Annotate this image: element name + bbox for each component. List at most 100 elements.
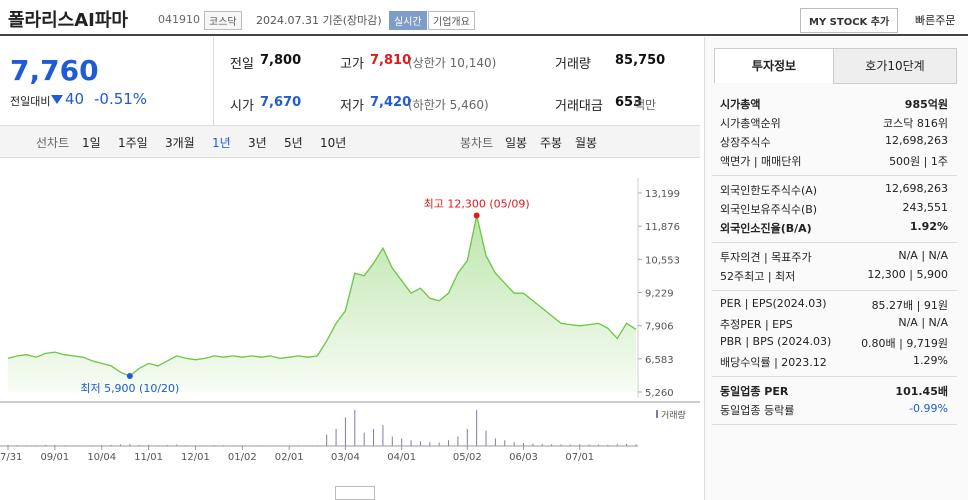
info-label: 52주최고 | 최저 <box>720 270 796 283</box>
info-label: 외국인소진율(B/A) <box>720 222 812 235</box>
x-tick-label: 12/01 <box>181 452 210 463</box>
info-label: PBR | BPS (2024.03) <box>720 335 832 348</box>
extreme-marker <box>126 372 133 379</box>
quote-value: 7,800 <box>260 53 302 68</box>
info-panel <box>704 37 968 500</box>
info-divider <box>712 290 957 291</box>
period-tab[interactable]: 1주일 <box>118 136 148 150</box>
info-value: 12,300 | 5,900 <box>867 268 948 281</box>
quote-label: 저가 <box>340 99 364 114</box>
info-value: 85.27배 | 91원 <box>871 299 948 312</box>
info-label: 외국인보유주식수(B) <box>720 203 818 216</box>
y-tick-label: 5,260 <box>645 388 674 399</box>
period-bar <box>0 125 700 158</box>
quote-value: 85,750 <box>615 53 666 68</box>
info-value: 0.80배 | 9,719원 <box>861 337 948 350</box>
period-tab[interactable]: 5년 <box>284 136 303 150</box>
stock-name: 폴라리스AI파마 <box>8 10 128 31</box>
info-value: 코스닥 816위 <box>883 117 948 130</box>
quote-note: (하한가 5,460) <box>408 98 489 112</box>
quote-note: (상한가 10,140) <box>408 56 497 70</box>
period-tab[interactable]: 1년 <box>212 136 231 150</box>
quote-value: 653 <box>615 95 643 110</box>
tab-label: 봉차트 <box>460 136 494 150</box>
info-value: 12,698,263 <box>885 182 948 195</box>
quick-order[interactable]: 빠른주문 <box>915 14 956 27</box>
period-tab[interactable]: 3년 <box>248 136 267 150</box>
x-tick-label: 04/01 <box>387 452 416 463</box>
period-tab[interactable]: 3개월 <box>165 136 195 150</box>
change-rate: -0.51% <box>94 90 148 108</box>
extreme-marker <box>473 212 480 219</box>
separator <box>213 37 214 125</box>
quote-label: 고가 <box>340 57 364 72</box>
period-tab[interactable]: 주봉 <box>540 136 563 150</box>
annotation: 최저 5,900 (10/20) <box>80 382 179 395</box>
quote-label: 전일 <box>230 57 254 72</box>
x-tick-label: 07/31 <box>0 452 22 463</box>
info-value: -0.99% <box>909 402 948 415</box>
price-area <box>8 215 636 392</box>
quote-note: 백만 <box>634 98 657 112</box>
y-tick-label: 9,229 <box>645 289 674 300</box>
mystock-button[interactable]: MY STOCK 추가 <box>800 8 899 33</box>
info-value: 1.92% <box>909 220 948 233</box>
y-tick-label: 6,583 <box>645 355 674 366</box>
current-price: 7,760 <box>10 54 99 87</box>
info-value: 243,551 <box>902 201 949 214</box>
period-tab[interactable]: 월봉 <box>575 136 598 150</box>
info-value: 500원 | 1주 <box>889 155 948 168</box>
y-tick-label: 10,553 <box>645 255 680 266</box>
down-icon <box>51 95 63 104</box>
x-tick-label: 06/03 <box>509 452 538 463</box>
collapse-button[interactable] <box>335 486 375 500</box>
info-label: 추정PER | EPS <box>720 318 793 331</box>
quote-label: 거래량 <box>555 57 591 72</box>
price-line <box>7 215 637 377</box>
market-badge: 코스닥 <box>204 11 242 30</box>
info-divider <box>712 175 957 176</box>
y-tick-label: 7,906 <box>645 322 674 333</box>
overview[interactable]: 기업개요 <box>428 11 475 30</box>
y-tick-label: 13,199 <box>645 189 680 200</box>
x-tick-label: 01/02 <box>228 452 257 463</box>
quote-label: 시가 <box>230 99 254 114</box>
info-tab[interactable]: 투자정보 <box>714 48 834 83</box>
stock-code: 041910 <box>158 13 200 26</box>
info-label: PER | EPS(2024.03) <box>720 297 827 310</box>
info-divider <box>712 424 957 425</box>
quote-value: 7,670 <box>260 95 302 110</box>
period-tab[interactable]: 1일 <box>82 136 101 150</box>
realtime[interactable]: 실시간 <box>389 11 427 30</box>
x-tick-label: 09/01 <box>40 452 69 463</box>
quote-label: 거래대금 <box>555 99 603 114</box>
x-tick-label: 10/04 <box>87 452 116 463</box>
info-label: 시가총액 <box>720 98 761 111</box>
change: 40 <box>65 90 85 108</box>
date: 2024.07.31 기준(장마감) <box>256 14 382 27</box>
change-label: 전일대비 <box>10 95 51 108</box>
x-tick-label: 03/04 <box>331 452 360 463</box>
info-label: 상장주식수 <box>720 136 771 149</box>
info-value: N/A | N/A <box>898 316 948 329</box>
info-tab[interactable]: 호가10단계 <box>833 48 957 84</box>
info-label: 동일업종 PER <box>720 385 789 398</box>
info-value: 101.45배 <box>895 385 948 398</box>
quote-value: 7,420 <box>370 95 412 110</box>
period-tab[interactable]: 10년 <box>320 136 347 150</box>
annotation: 최고 12,300 (05/09) <box>424 198 530 211</box>
divider <box>0 34 968 36</box>
volume-legend-icon <box>656 410 658 418</box>
info-label: 투자의견 | 목표주가 <box>720 251 812 264</box>
info-label: 배당수익률 | 2023.12 <box>720 356 827 369</box>
info-value: 985억원 <box>904 98 948 111</box>
volume-legend: 거래량 <box>661 409 686 421</box>
tab-label: 선차트 <box>36 136 70 150</box>
info-label: 동일업종 등락률 <box>720 404 795 417</box>
info-label: 시가총액순위 <box>720 117 781 130</box>
period-tab[interactable]: 일봉 <box>505 136 528 150</box>
x-tick-label: 05/02 <box>453 452 482 463</box>
info-value: 1.29% <box>913 354 948 367</box>
info-value: N/A | N/A <box>898 249 948 262</box>
